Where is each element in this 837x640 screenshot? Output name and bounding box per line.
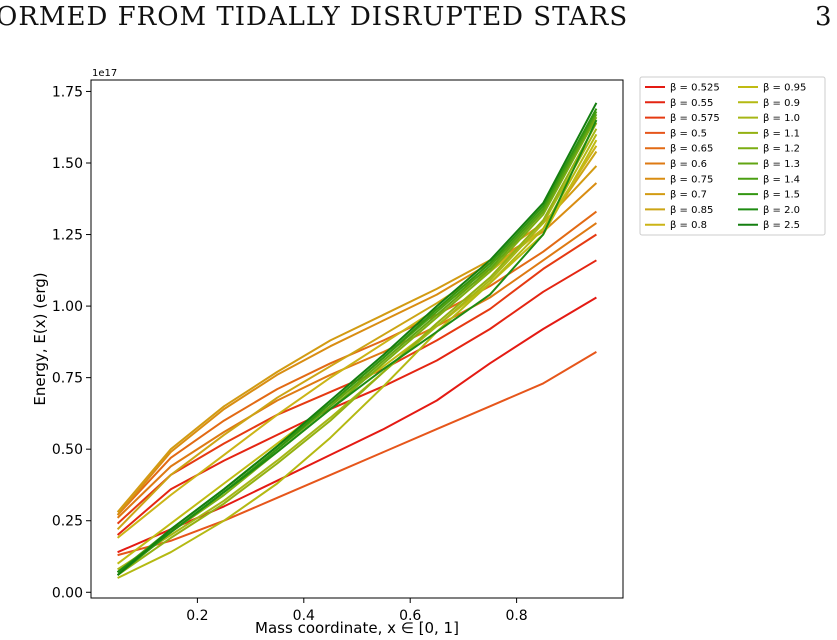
legend-label: β = 1.4 bbox=[763, 174, 800, 185]
x-tick-label: 0.6 bbox=[399, 608, 421, 624]
series-line-5 bbox=[116, 222, 597, 519]
y-tick-label: 0.00 bbox=[52, 585, 83, 601]
y-tick-label: 0.75 bbox=[52, 371, 83, 387]
series-line-18 bbox=[116, 119, 598, 573]
y-tick-label: 1.50 bbox=[52, 156, 83, 172]
legend-label: β = 0.95 bbox=[763, 83, 806, 94]
y-tick-label: 1.00 bbox=[52, 299, 83, 315]
series-line-13 bbox=[117, 122, 598, 576]
x-axis-label: Mass coordinate, x ∈ [0, 1] bbox=[255, 619, 459, 637]
legend-label: β = 0.65 bbox=[670, 144, 713, 155]
legend-label: β = 2.5 bbox=[763, 220, 800, 231]
series-line-14 bbox=[116, 116, 598, 573]
legend-label: β = 1.0 bbox=[763, 113, 800, 124]
legend: β = 0.525 β = 0.55 β = 0.575 β = 0.5 β = 0.6… bbox=[639, 76, 826, 236]
series-line-19 bbox=[116, 102, 598, 576]
legend-label: β = 0.75 bbox=[670, 174, 713, 185]
series-line-11 bbox=[117, 133, 598, 579]
legend-label: β = 0.85 bbox=[670, 205, 713, 216]
legend-label: β = 1.2 bbox=[763, 144, 800, 155]
legend-label: β = 1.1 bbox=[763, 128, 800, 139]
legend-label: β = 0.55 bbox=[670, 98, 713, 109]
plot-frame bbox=[90, 79, 624, 599]
y-tick-label: 1.75 bbox=[52, 84, 83, 100]
plot-lines bbox=[116, 102, 598, 579]
legend-frame bbox=[639, 76, 826, 236]
y-scale-label: 1e17 bbox=[92, 68, 117, 79]
legend-label: β = 2.0 bbox=[763, 205, 800, 216]
series-line-12 bbox=[117, 128, 598, 571]
series-line-3 bbox=[117, 351, 597, 557]
series-line-1 bbox=[116, 259, 597, 536]
y-tick-label: 0.50 bbox=[52, 442, 83, 458]
page-number: 3 bbox=[815, 2, 833, 32]
legend-label: β = 0.5 bbox=[670, 128, 707, 139]
x-axis: 0.2 0.4 0.6 0.8 bbox=[186, 598, 528, 624]
legend-label: β = 0.525 bbox=[670, 83, 720, 94]
x-tick-label: 0.2 bbox=[186, 608, 208, 624]
series-line-0 bbox=[117, 296, 597, 554]
legend-label: β = 1.3 bbox=[763, 159, 800, 170]
legend-label: β = 0.9 bbox=[763, 98, 800, 109]
legend-label: β = 0.6 bbox=[670, 159, 707, 170]
legend-label: β = 1.5 bbox=[763, 190, 800, 201]
legend-label: β = 0.8 bbox=[670, 220, 707, 231]
y-axis: 0.00 0.25 0.50 0.75 1.00 1.25 1.50 1.75 bbox=[52, 84, 91, 601]
y-tick-label: 0.25 bbox=[52, 514, 83, 530]
y-tick-label: 1.25 bbox=[52, 228, 83, 244]
series-line-4 bbox=[116, 210, 598, 516]
x-tick-label: 0.8 bbox=[505, 608, 527, 624]
legend-label: β = 0.7 bbox=[670, 190, 707, 201]
y-axis-label: Energy, E(x) (erg) bbox=[31, 272, 49, 405]
page-header: ORMED FROM TIDALLY DISRUPTED STARS 3 bbox=[0, 2, 837, 38]
x-tick-label: 0.4 bbox=[293, 608, 315, 624]
running-title: ORMED FROM TIDALLY DISRUPTED STARS bbox=[0, 2, 629, 32]
series-line-15 bbox=[116, 113, 598, 573]
series-line-10 bbox=[116, 139, 598, 565]
legend-label: β = 0.575 bbox=[670, 113, 720, 124]
